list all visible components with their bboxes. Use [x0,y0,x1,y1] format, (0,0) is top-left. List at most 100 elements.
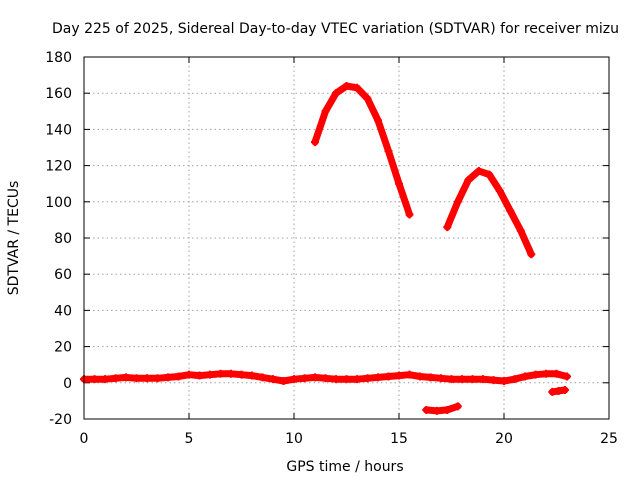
data-point [443,223,452,232]
x-tick-label: 15 [390,431,408,447]
data-point [374,373,382,382]
series-low-segment-2 [548,386,569,396]
y-axis-label: SDTVAR / TECUs [6,181,22,296]
data-point [510,375,519,384]
data-point [500,376,508,385]
series-arc-2 [443,167,536,259]
series-line [443,167,535,258]
data-point [489,376,498,385]
data-point [552,369,561,378]
y-tick-label: 140 [45,122,72,138]
data-point [332,375,340,384]
data-point [516,226,525,235]
data-point [216,369,225,378]
y-tick-label: 180 [45,50,72,66]
series-arc-1 [311,81,414,219]
data-point [464,176,473,185]
data-point [453,197,462,206]
data-point [560,386,569,395]
data-point [164,373,172,382]
data-point [300,374,309,383]
data-point [405,210,414,219]
data-point [143,374,151,383]
x-tick-label: 10 [285,431,303,447]
data-point [279,376,288,385]
data-point [101,375,109,384]
x-tick-labels: 0 5 10 15 20 25 [80,431,618,447]
data-point [527,250,536,259]
data-point [174,372,183,381]
data-point [395,371,403,380]
gridlines [83,56,610,420]
x-axis-label: GPS time / hours [286,459,403,475]
data-point [258,373,267,382]
data-point [342,375,351,384]
data-point [426,373,435,382]
data-point [384,372,393,381]
y-tick-label: 0 [63,376,72,392]
data-point [227,369,235,378]
data-point [443,405,452,414]
data-point [485,170,494,179]
series-line [311,82,413,218]
y-tick-label: 120 [45,159,72,175]
data-point [290,375,298,384]
data-point [458,375,466,384]
y-tick-label: 100 [45,195,72,211]
data-point [363,94,372,103]
data-series [80,81,571,415]
data-point [269,375,277,384]
y-tick-label: -20 [49,412,72,428]
chart-title: Day 225 of 2025, Sidereal Day-to-day VTE… [52,21,619,37]
x-tick-label: 20 [495,431,513,447]
data-point [122,373,130,382]
data-point [206,370,214,379]
y-tick-label: 160 [45,86,72,102]
data-point [321,374,330,383]
y-tick-label: 20 [54,340,72,356]
data-point [311,373,319,382]
data-point [405,370,414,379]
data-point [248,371,256,380]
data-point [185,370,193,379]
data-point [90,375,99,384]
y-tick-label: 40 [54,303,72,319]
data-point [311,138,319,147]
data-point [353,375,361,384]
series-low-segment-1 [422,402,462,415]
data-point [195,371,204,380]
series-baseline [80,369,571,385]
data-point [563,372,571,381]
data-point [374,116,382,125]
x-tick-label: 0 [80,431,89,447]
data-point [384,147,393,156]
data-point [237,370,246,379]
data-point [132,374,141,383]
data-point [111,374,120,383]
x-tick-label: 5 [185,431,194,447]
y-tick-labels: -20 0 20 40 60 80 100 120 140 160 180 [45,50,72,428]
data-point [416,372,424,381]
data-point [332,89,340,98]
data-point [363,374,372,383]
y-tick-label: 80 [54,231,72,247]
data-point [531,370,540,379]
data-point [437,374,445,383]
data-point [353,83,361,92]
data-point [447,375,456,384]
data-point [153,374,162,383]
data-point [321,107,330,116]
data-point [521,372,529,381]
y-tick-label: 60 [54,267,72,283]
data-point [422,405,431,414]
series-line [422,402,462,415]
data-point [479,375,487,384]
data-point [474,167,483,176]
plot-frame [83,56,610,420]
data-point [453,402,462,411]
data-point [495,186,504,195]
data-point [542,369,550,378]
x-tick-label: 25 [600,431,618,447]
data-point [395,179,403,188]
